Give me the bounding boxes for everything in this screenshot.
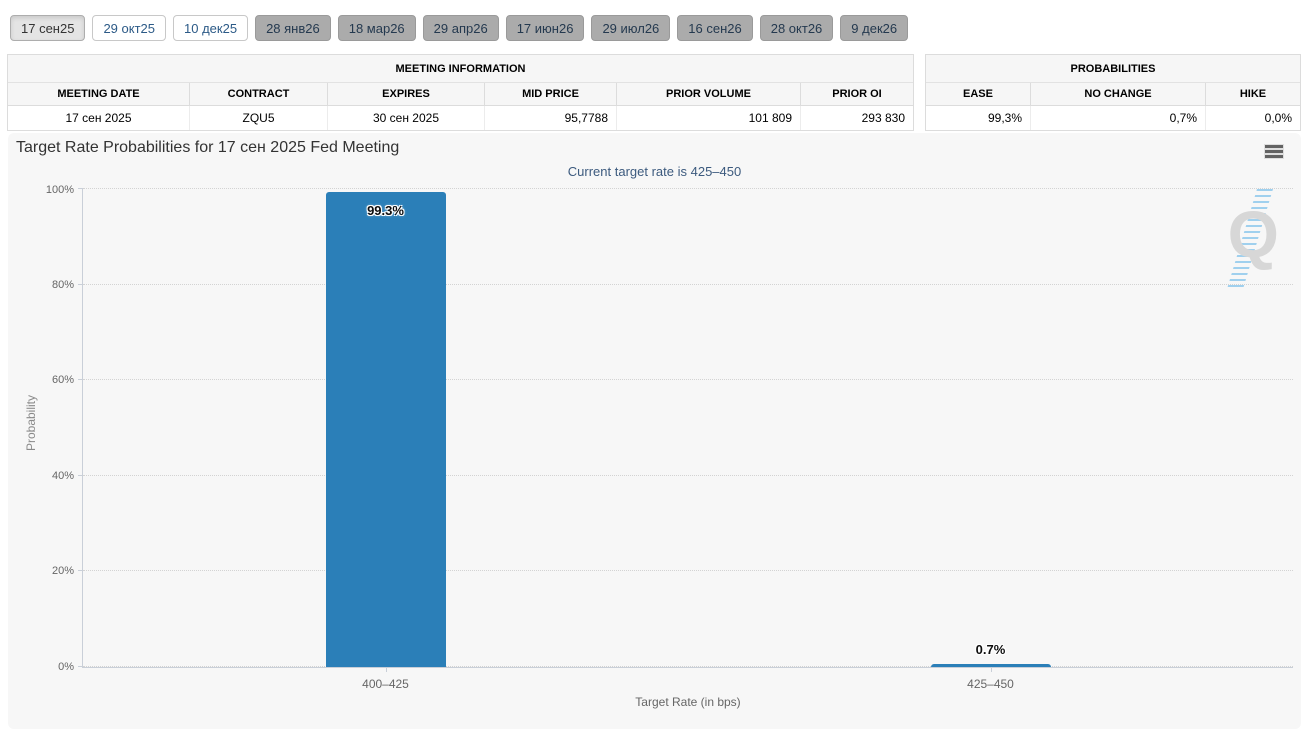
cell-no-change: 0,7%	[1031, 106, 1206, 130]
y-axis-line	[82, 189, 83, 667]
cell-ease: 99,3%	[926, 106, 1031, 130]
x-axis-tick	[385, 667, 387, 672]
cell-prior-oi: 293 830	[861, 111, 905, 125]
cell-contract: ZQU5	[190, 106, 328, 130]
col-expires: EXPIRES	[328, 83, 485, 105]
meeting-information-header: MEETING DATE CONTRACT EXPIRES MID PRICE …	[8, 83, 913, 106]
y-tick-label: 0%	[58, 661, 74, 673]
y-tick-label: 100%	[45, 184, 74, 196]
meeting-date-tab-1[interactable]: 17 сен25	[10, 15, 86, 41]
quikstrike-watermark: Q	[1207, 189, 1285, 289]
probabilities-table: PROBABILITIES EASE NO CHANGE HIKE 99,3% …	[925, 54, 1301, 131]
meeting-information-title: MEETING INFORMATION	[8, 55, 913, 83]
cell-hike: 0,0%	[1264, 111, 1292, 125]
probabilities-row: 99,3% 0,7% 0,0%	[926, 106, 1300, 130]
quikstrike-q-icon: Q	[1227, 197, 1279, 271]
hamburger-icon	[1265, 144, 1283, 148]
gridline	[83, 283, 1293, 285]
col-prior-oi: PRIOR OI	[832, 88, 882, 100]
meeting-date-tab-5[interactable]: 18 мар26	[337, 15, 416, 41]
meeting-information-row: 17 сен 2025 ZQU5 30 сен 2025 95,7788 101…	[8, 106, 913, 130]
bar-value-label: 99.3%	[367, 203, 404, 219]
meeting-date-tab-3[interactable]: 10 дек25	[173, 15, 249, 41]
chart-subtitle: Current target rate is 425–450	[567, 164, 742, 179]
x-axis-title: Target Rate (in bps)	[635, 695, 741, 709]
meeting-date-tab-2[interactable]: 29 окт25	[92, 15, 167, 41]
col-prior-volume: PRIOR VOLUME	[617, 83, 801, 105]
chart-title: Target Rate Probabilities for 17 сен 202…	[16, 139, 400, 156]
col-ease: EASE	[926, 83, 1031, 105]
y-tick-label: 60%	[51, 374, 74, 387]
gridline	[83, 188, 1293, 189]
meeting-date-tab-10[interactable]: 28 окт26	[759, 15, 834, 41]
hamburger-icon	[1265, 149, 1283, 153]
col-no-change: NO CHANGE	[1031, 83, 1206, 105]
gridline	[83, 379, 1293, 381]
meeting-date-tab-6[interactable]: 29 апр26	[422, 15, 499, 41]
col-meeting-date: MEETING DATE	[8, 83, 190, 105]
col-hike: HIKE	[1239, 88, 1267, 100]
cell-mid-price: 95,7788	[485, 106, 617, 130]
cell-prior-volume: 101 809	[617, 106, 801, 130]
meeting-date-tab-11[interactable]: 9 дек26	[840, 15, 909, 41]
x-category-label: 425–450	[967, 677, 1014, 691]
probability-bar-425-450[interactable]	[930, 663, 1051, 667]
col-contract: CONTRACT	[190, 83, 328, 105]
probabilities-title: PROBABILITIES	[926, 55, 1300, 83]
y-axis-tick	[78, 188, 83, 189]
y-axis-tick	[78, 474, 83, 476]
x-axis-line	[82, 667, 1293, 668]
y-axis-tick	[78, 283, 83, 285]
probabilities-header: EASE NO CHANGE HIKE	[926, 83, 1300, 106]
meeting-date-tab-4[interactable]: 28 янв26	[255, 15, 331, 41]
chart-context-menu-button[interactable]	[1262, 142, 1286, 162]
probability-bar-400-425[interactable]	[325, 192, 446, 667]
hamburger-icon	[1265, 154, 1283, 158]
gridline	[83, 474, 1293, 476]
y-tick-label: 20%	[51, 565, 74, 578]
y-tick-label: 40%	[51, 469, 74, 482]
y-axis-tick	[78, 666, 83, 667]
col-mid-price: MID PRICE	[485, 83, 617, 105]
bar-value-label: 0.7%	[975, 641, 1006, 657]
meeting-date-tab-9[interactable]: 16 сен26	[677, 15, 753, 41]
gridline	[83, 666, 1293, 667]
x-category-label: 400–425	[362, 677, 409, 691]
cell-meeting-date: 17 сен 2025	[8, 106, 190, 130]
gridline	[83, 570, 1293, 572]
meeting-date-tab-7[interactable]: 17 июн26	[505, 15, 585, 41]
y-axis-tick	[78, 379, 83, 381]
plot-area: Q 0% 20% 40% 60% 80%	[46, 184, 1293, 691]
y-axis-tick	[78, 570, 83, 572]
x-axis-tick	[990, 667, 992, 672]
meeting-date-tabs: 17 сен25 29 окт25 10 дек25 28 янв26 18 м…	[10, 15, 909, 41]
meeting-date-tab-8[interactable]: 29 июл26	[591, 15, 671, 41]
meeting-information-table: MEETING INFORMATION MEETING DATE CONTRAC…	[7, 54, 914, 131]
cell-expires: 30 сен 2025	[328, 106, 485, 130]
target-rate-probabilities-chart: Target Rate Probabilities for 17 сен 202…	[8, 133, 1301, 729]
y-tick-label: 80%	[51, 278, 74, 291]
